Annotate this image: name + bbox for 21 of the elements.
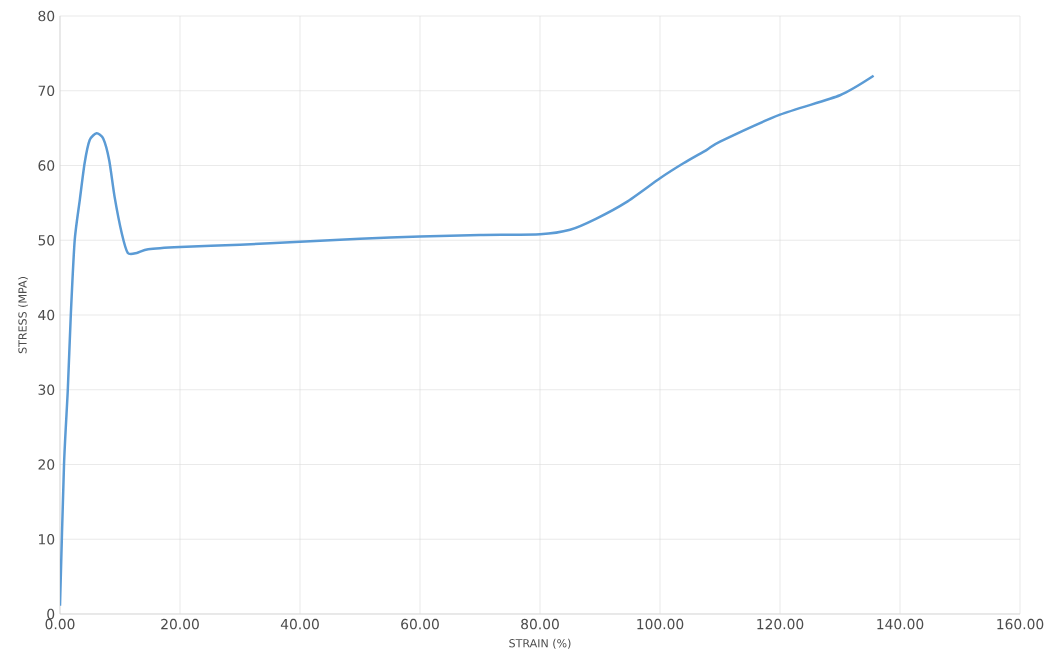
y-tick-label: 20 xyxy=(38,459,55,470)
y-tick-label: 60 xyxy=(38,160,55,171)
y-tick-label: 50 xyxy=(38,235,55,246)
y-axis-title: STRESS (MPA) xyxy=(18,277,28,354)
x-tick-label: 80.00 xyxy=(521,618,559,630)
y-tick-label: 80 xyxy=(38,10,55,22)
y-tick-label: 70 xyxy=(38,85,55,96)
x-tick-label: 160.00 xyxy=(997,618,1044,630)
y-tick-label: 30 xyxy=(38,384,55,395)
y-tick-label: 10 xyxy=(39,534,55,545)
x-tick-label: 140.00 xyxy=(877,618,924,630)
x-tick-label: 40.00 xyxy=(280,618,319,630)
line-series xyxy=(60,74,875,608)
x-axis-title: STRAIN (%) xyxy=(509,638,571,649)
y-tick-label: 0 xyxy=(47,608,55,620)
x-tick-label: 100.00 xyxy=(637,618,684,630)
x-tick-label: 60.00 xyxy=(401,618,439,630)
y-tick-label: 40 xyxy=(38,309,55,321)
x-tick-label: 20.00 xyxy=(161,618,199,630)
x-tick-label: 0.00 xyxy=(45,618,75,630)
x-tick-label: 120.00 xyxy=(757,618,804,630)
